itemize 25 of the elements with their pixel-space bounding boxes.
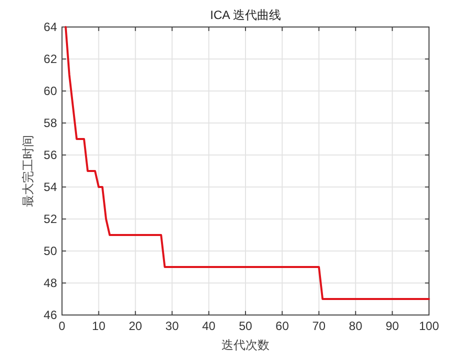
line-series (64, 26, 430, 300)
y-tick-label: 60 (44, 84, 58, 98)
x-tick-label: 10 (92, 319, 106, 333)
x-axis-title: 迭代次数 (222, 338, 270, 352)
x-tick-label: 30 (165, 319, 180, 333)
x-tick-label: 0 (58, 319, 66, 333)
y-tick-label: 46 (44, 308, 58, 322)
x-tick-label: 90 (386, 319, 400, 333)
y-tick-label: 48 (44, 276, 58, 290)
y-tick-label: 54 (44, 180, 58, 194)
x-tick-label: 70 (312, 319, 326, 333)
y-axis-title: 最大完工时间 (21, 135, 35, 207)
chart-title: ICA 迭代曲线 (210, 8, 281, 22)
y-tick-label: 58 (44, 116, 58, 130)
y-tick-label: 62 (44, 52, 58, 66)
x-tick-label: 80 (348, 319, 363, 333)
y-tick-label: 56 (44, 148, 58, 162)
y-tick-label: 52 (44, 212, 58, 226)
x-tick-label: 60 (276, 319, 290, 333)
x-tick-label: 100 (418, 319, 440, 333)
x-tick-label: 40 (202, 319, 216, 333)
x-tick-label: 50 (238, 319, 252, 333)
y-tick-label: 64 (44, 20, 58, 34)
y-tick-label: 50 (44, 244, 58, 258)
x-tick-label: 20 (128, 319, 142, 333)
